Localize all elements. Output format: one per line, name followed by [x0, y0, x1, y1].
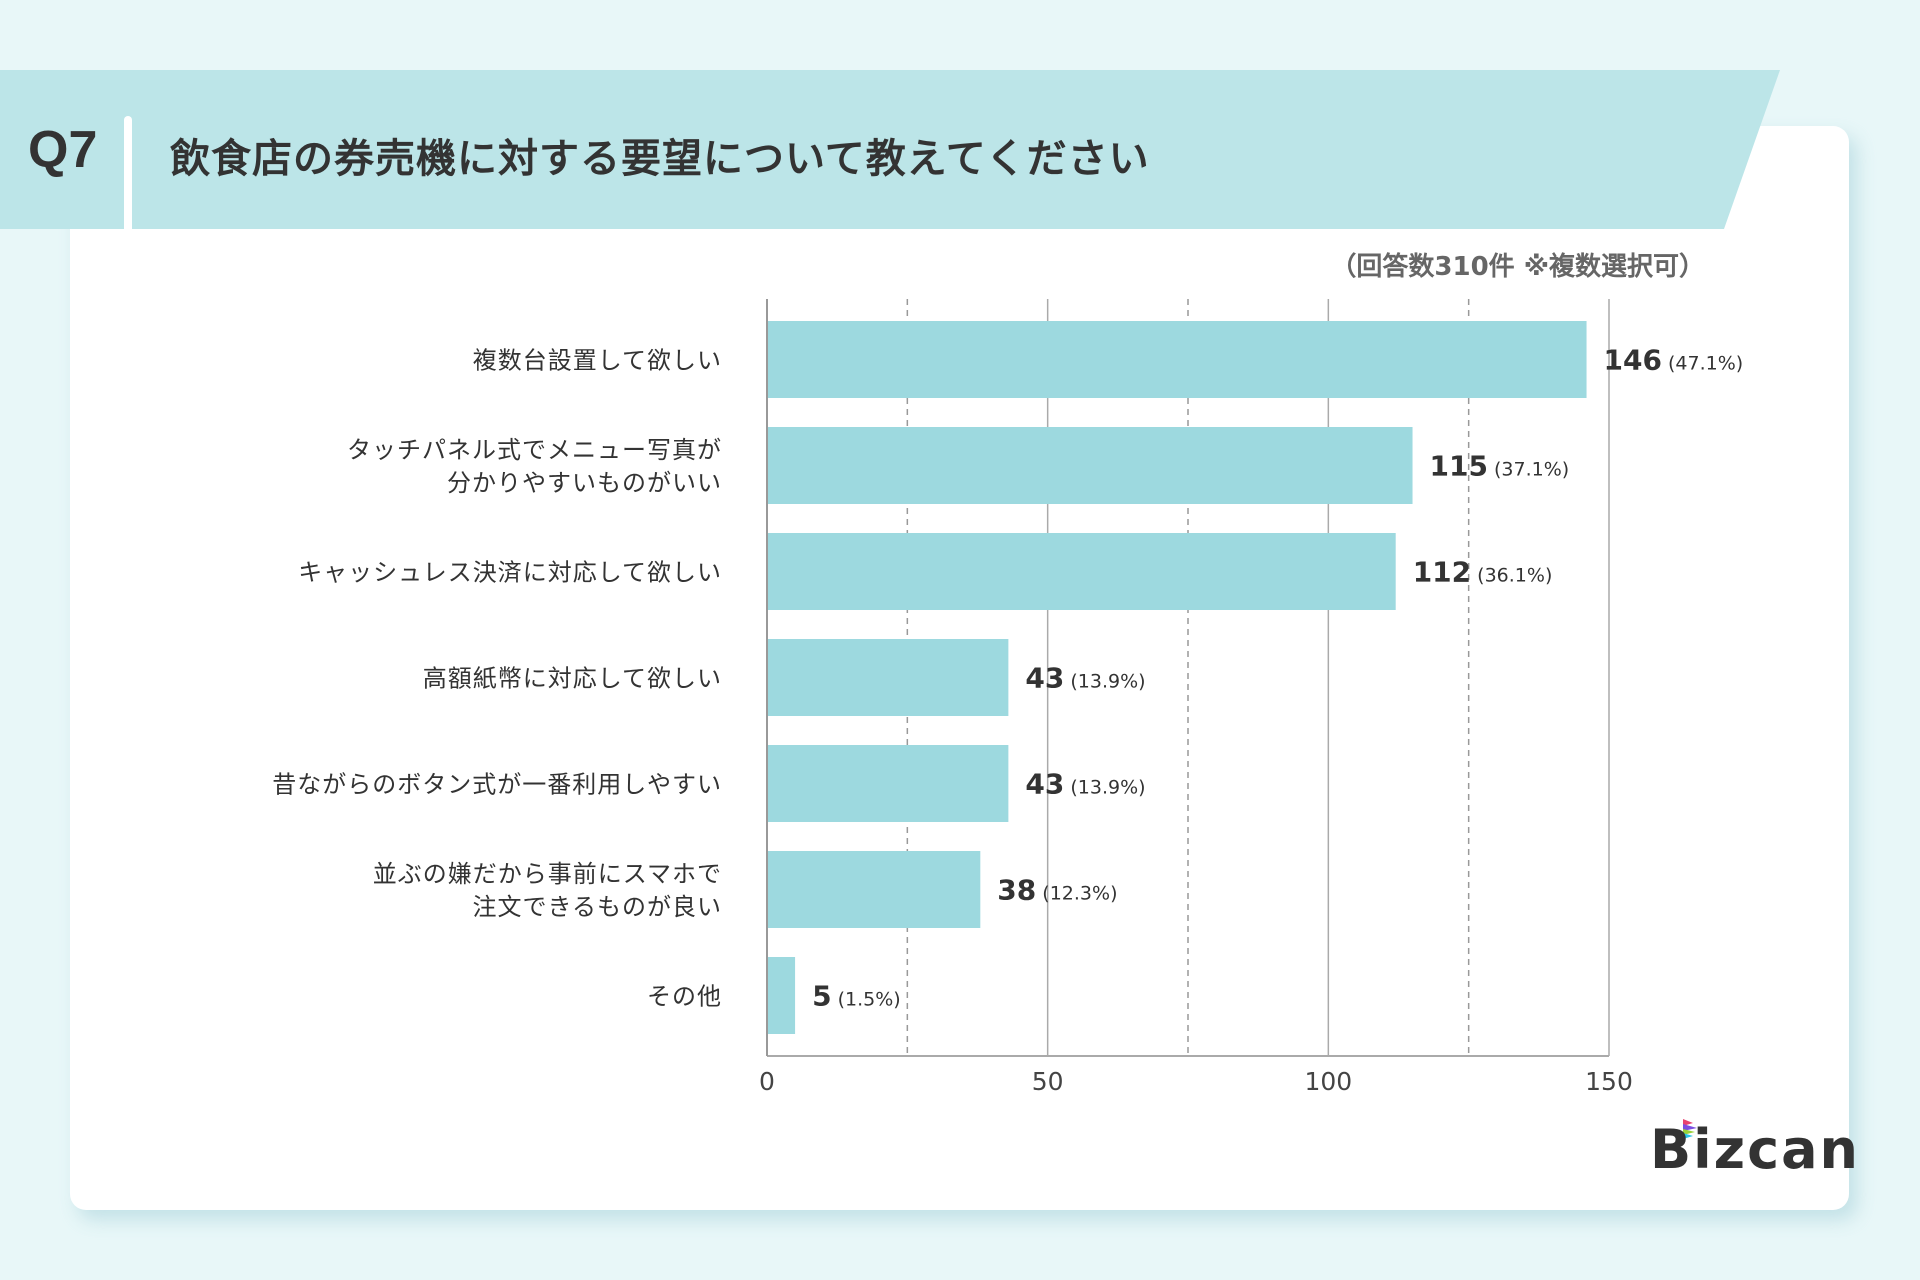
value-number: 115 [1430, 450, 1488, 483]
value-label: 5 (1.5%) [812, 980, 901, 1013]
title-banner [0, 70, 1780, 229]
value-number: 5 [812, 980, 831, 1013]
bar [767, 639, 1009, 716]
category-label: その他 [647, 983, 722, 1011]
response-note: （回答数310件 ※複数選択可） [1330, 252, 1705, 282]
value-label: 38 (12.3%) [997, 874, 1117, 907]
bar [767, 321, 1587, 398]
x-tick-label: 100 [1304, 1067, 1352, 1096]
value-number: 43 [1025, 662, 1064, 695]
percent-label: (13.9%) [1064, 671, 1145, 693]
bar [767, 427, 1413, 504]
banner-divider [124, 116, 132, 229]
value-label: 112 (36.1%) [1413, 556, 1553, 589]
percent-label: (1.5%) [832, 989, 901, 1011]
question-number: Q7 [28, 121, 98, 179]
category-label: 分かりやすいものがいい [447, 469, 722, 497]
percent-label: (47.1%) [1662, 353, 1743, 375]
category-label: 並ぶの嫌だから事前にスマホで [373, 860, 722, 888]
value-number: 112 [1413, 556, 1471, 589]
bar [767, 745, 1009, 822]
x-tick-label: 150 [1585, 1067, 1633, 1096]
bar [767, 533, 1396, 610]
bizcan-logo: Bizcan [1650, 1118, 1860, 1181]
category-label: キャッシュレス決済に対応して欲しい [298, 559, 722, 587]
category-label: 注文できるものが良い [472, 893, 722, 921]
bar [767, 957, 796, 1034]
value-label: 43 (13.9%) [1025, 662, 1145, 695]
bar [767, 851, 981, 928]
value-number: 146 [1604, 344, 1662, 377]
value-number: 43 [1025, 768, 1064, 801]
category-label: 複数台設置して欲しい [473, 347, 722, 375]
percent-label: (13.9%) [1064, 777, 1145, 799]
percent-label: (12.3%) [1036, 883, 1117, 905]
category-label: タッチパネル式でメニュー写真が [347, 436, 722, 464]
value-label: 115 (37.1%) [1430, 450, 1570, 483]
logo-mark-icon [1683, 1119, 1697, 1139]
value-label: 146 (47.1%) [1604, 344, 1744, 377]
x-tick-label: 50 [1032, 1067, 1064, 1096]
page-title: 飲食店の券売機に対する要望について教えてください [170, 136, 1150, 182]
x-tick-label: 0 [759, 1067, 775, 1096]
percent-label: (36.1%) [1471, 565, 1552, 587]
category-label: 高額紙幣に対応して欲しい [423, 665, 722, 693]
value-number: 38 [997, 874, 1036, 907]
value-label: 43 (13.9%) [1025, 768, 1145, 801]
category-label: 昔ながらのボタン式が一番利用しやすい [272, 771, 722, 799]
percent-label: (37.1%) [1488, 459, 1569, 481]
